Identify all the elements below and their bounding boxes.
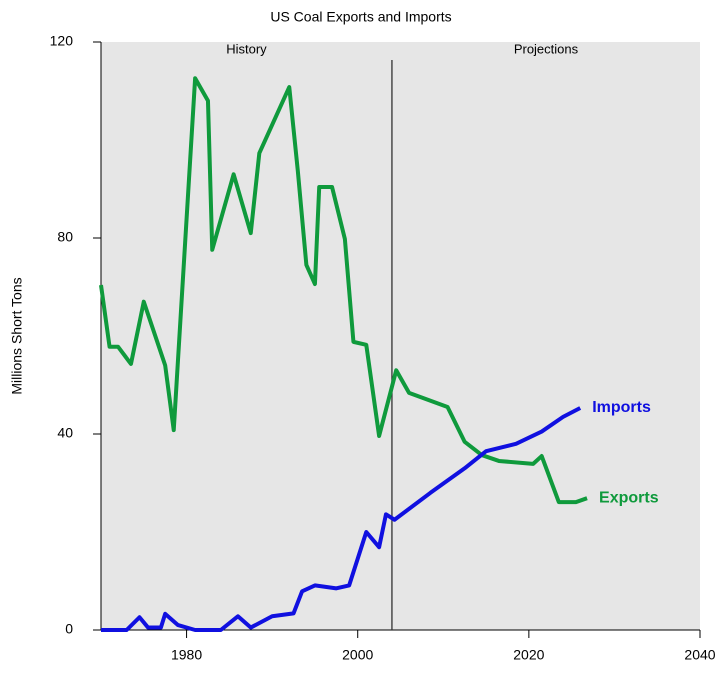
x-tick-label: 2020 (513, 647, 544, 663)
series-line (101, 406, 582, 632)
y-tick-label: 80 (57, 229, 73, 245)
x-tick-label: 2000 (342, 647, 373, 663)
divider-label: History (226, 41, 267, 56)
x-tick-label: 1980 (171, 647, 202, 663)
series-line (99, 76, 588, 505)
y-tick-label: 0 (65, 621, 73, 637)
y-axis-label: Millions Short Tons (9, 277, 25, 394)
y-tick-label: 40 (57, 425, 73, 441)
plot-area (101, 42, 700, 630)
chart-title: US Coal Exports and Imports (270, 9, 451, 25)
series-label: Imports (592, 399, 651, 416)
series-label: Exports (599, 489, 659, 506)
divider-label: Projections (514, 41, 579, 56)
y-tick-label: 120 (50, 33, 74, 49)
x-tick-label: 2040 (684, 647, 715, 663)
